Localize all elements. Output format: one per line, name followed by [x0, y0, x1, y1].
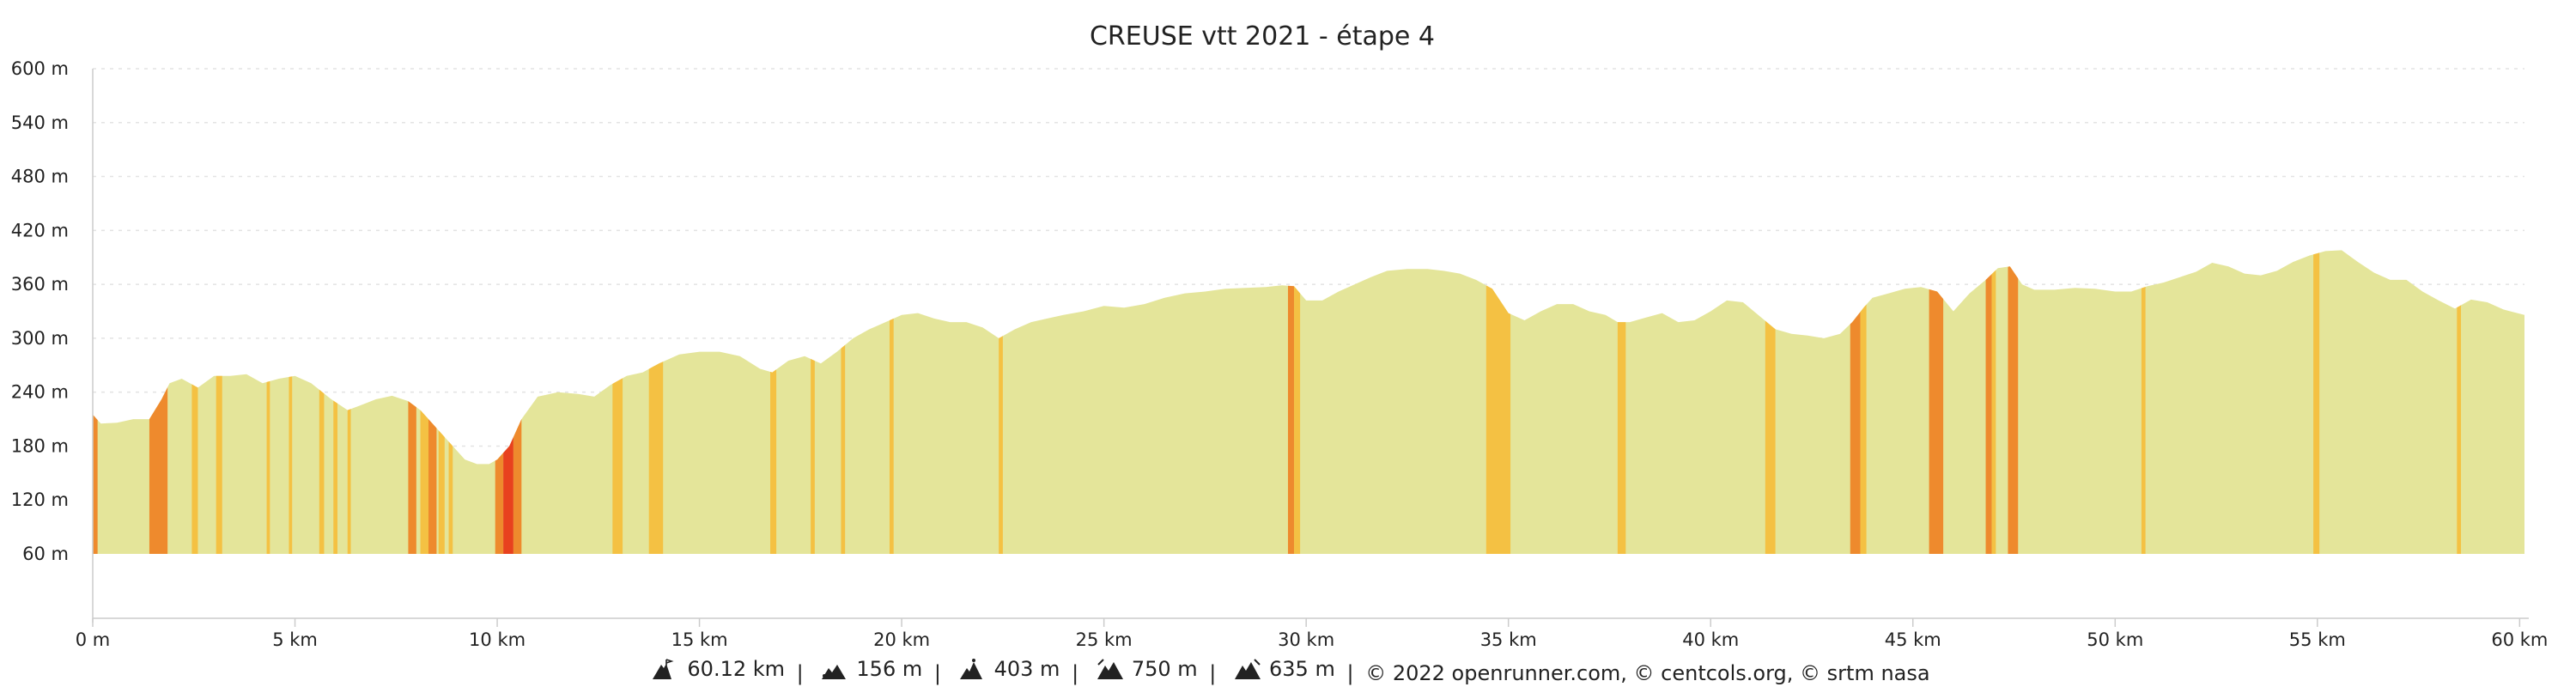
x-tick-label: 35 km — [1480, 629, 1537, 650]
x-tick-label: 20 km — [873, 629, 930, 650]
gradient-band-mild — [191, 250, 198, 554]
y-tick-label: 120 m — [11, 489, 69, 510]
distance-value: 60.12 km — [687, 657, 786, 681]
y-tick-label: 180 m — [11, 435, 69, 456]
y-tick-label: 600 m — [11, 58, 69, 79]
elevation-loss-value: 635 m — [1269, 657, 1335, 681]
gradient-band-mild — [438, 250, 445, 554]
separator: | — [933, 661, 941, 685]
gradient-band-moderate — [1850, 250, 1861, 554]
x-tick-label: 25 km — [1076, 629, 1133, 650]
y-tick-label: 300 m — [11, 328, 69, 349]
gradient-band-mild — [1860, 250, 1867, 554]
gradient-band-mild — [347, 250, 351, 554]
gradient-band-mild — [841, 250, 846, 554]
gradient-band-mild — [648, 250, 664, 554]
altitude-max-stat: 403 m — [953, 657, 1060, 681]
altitude-max-icon — [959, 659, 982, 679]
x-tick-label: 15 km — [671, 629, 728, 650]
gradient-band-mild — [999, 250, 1003, 554]
y-tick-label: 360 m — [11, 274, 69, 295]
gradient-band-mild — [811, 250, 815, 554]
separator: | — [1072, 661, 1079, 685]
gradient-band-mild — [1765, 250, 1776, 554]
gradient-band-moderate — [428, 250, 437, 554]
y-tick-label: 420 m — [11, 220, 69, 240]
y-tick-label: 480 m — [11, 167, 69, 187]
gradient-band-mild — [2313, 250, 2320, 554]
distance-stat: 60.12 km — [646, 657, 785, 681]
x-tick-label: 50 km — [2087, 629, 2143, 650]
gradient-band-moderate — [408, 250, 416, 554]
gradient-band-mild — [2457, 250, 2462, 554]
elevation-gain-icon — [1097, 659, 1123, 679]
chart-title: CREUSE vtt 2021 - étape 4 — [1090, 21, 1435, 52]
gradient-band-mild — [266, 250, 270, 554]
elevation-profile-chart: CREUSE vtt 2021 - étape 4 60 m 120 m 180 m… — [11, 21, 2549, 650]
gradient-band-moderate — [513, 250, 522, 554]
x-tick-label: 40 km — [1682, 629, 1739, 650]
gradient-band-mild — [448, 250, 453, 554]
x-tick-label: 10 km — [469, 629, 526, 650]
gradient-band-steep — [503, 250, 513, 554]
elevation-area — [93, 250, 2524, 554]
gradient-band-mild — [612, 250, 623, 554]
route-summary-footer: 60.12 km | 156 m | 403 m | 750 m | 635 m… — [0, 657, 2576, 685]
gradient-band-moderate — [1929, 250, 1944, 554]
elevation-loss-icon — [1235, 659, 1261, 679]
x-tick-label: 45 km — [1885, 629, 1941, 650]
x-tick-label: 55 km — [2289, 629, 2346, 650]
altitude-min-icon — [822, 665, 847, 679]
gradient-band-moderate — [495, 250, 504, 554]
separator: | — [1346, 661, 1354, 685]
gradient-band-moderate — [1287, 250, 1295, 554]
gradient-band-moderate — [1985, 250, 1992, 554]
gradient-band-mild — [216, 250, 222, 554]
y-tick-label: 60 m — [22, 544, 69, 564]
y-tick-label: 240 m — [11, 382, 69, 403]
x-tick-label: 60 km — [2491, 629, 2548, 650]
gradient-band-mild — [1617, 250, 1626, 554]
axes — [92, 69, 2529, 623]
separator: | — [1209, 661, 1217, 685]
elevation-loss-stat: 635 m — [1228, 657, 1335, 681]
gradient-band-mild — [889, 250, 894, 554]
gradient-band-mild — [1294, 250, 1301, 554]
elevation-gain-stat: 750 m — [1091, 657, 1198, 681]
x-tick-label: 0 m — [76, 629, 111, 650]
gradient-band-moderate — [2008, 250, 2019, 554]
elevation-area-path — [93, 250, 2524, 554]
gradient-band-mild — [319, 250, 325, 554]
x-axis-ticks: 0 m 5 km 10 km 15 km 20 km 25 km 30 km 35 km 40 … — [76, 618, 2548, 650]
gradient-band-mild — [333, 250, 337, 554]
gradient-band-mild — [289, 250, 293, 554]
gradient-band-moderate — [149, 250, 168, 554]
gradient-band-mild — [1485, 250, 1511, 554]
gradient-band-moderate — [93, 250, 98, 554]
credits: © 2022 openrunner.com, © centcols.org, ©… — [1365, 661, 1930, 685]
altitude-min-stat: 156 m — [815, 657, 922, 681]
x-tick-label: 5 km — [272, 629, 318, 650]
distance-icon — [653, 659, 674, 679]
elevation-gain-value: 750 m — [1131, 657, 1198, 681]
altitude-max-value: 403 m — [993, 657, 1060, 681]
separator: | — [796, 661, 804, 685]
gradient-band-mild — [770, 250, 777, 554]
x-tick-label: 30 km — [1278, 629, 1334, 650]
y-axis-ticks: 60 m 120 m 180 m 240 m 300 m 360 m 420 m 480 m 5… — [11, 58, 69, 564]
gradient-band-mild — [2141, 250, 2146, 554]
y-tick-label: 540 m — [11, 112, 69, 133]
gradient-band-mild — [420, 250, 428, 554]
altitude-min-value: 156 m — [856, 657, 923, 681]
gradient-band-mild — [1991, 250, 1996, 554]
